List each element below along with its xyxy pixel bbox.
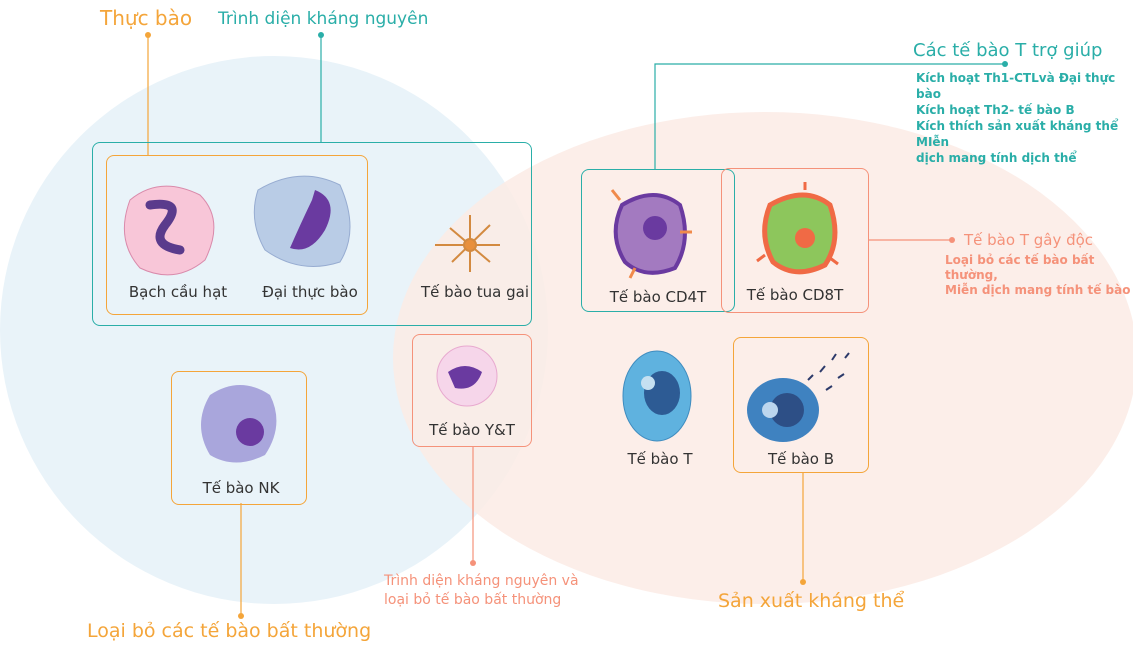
cd8t-label: Tế bào CD8T bbox=[746, 286, 844, 304]
cd4t-cell-icon bbox=[610, 189, 692, 279]
antibody-production-heading: Sản xuất kháng thể bbox=[718, 590, 905, 612]
cd8t-cell-box bbox=[721, 168, 869, 313]
t-cell-icon bbox=[622, 350, 692, 442]
b-cell-icon bbox=[747, 352, 850, 442]
phagocytosis-group bbox=[106, 155, 368, 315]
yt-label: Tế bào Y&T bbox=[429, 421, 515, 439]
antigen-presentation-group bbox=[92, 142, 532, 326]
antigen-eliminate-heading: Trình diện kháng nguyên và loại bỏ tế bà… bbox=[384, 573, 579, 608]
macrophage-label: Đại thực bào bbox=[262, 283, 358, 301]
nk-label: Tế bào NK bbox=[202, 479, 280, 497]
innate-immunity-circle bbox=[0, 56, 548, 604]
cytotoxic-t-heading: Tế bào T gây độc bbox=[964, 231, 1094, 249]
granulocyte-label: Bạch cầu hạt bbox=[128, 283, 228, 301]
cytotoxic-t-description: Loại bỏ các tế bào bất thường, Miễn dịch… bbox=[945, 253, 1131, 297]
yt-cell-box bbox=[412, 334, 532, 447]
b-cell-box bbox=[733, 337, 869, 473]
dendritic-label: Tế bào tua gai bbox=[420, 283, 530, 301]
nk-cell-box bbox=[171, 371, 307, 505]
nk-cell-icon bbox=[201, 385, 277, 463]
t-label: Tế bào T bbox=[627, 450, 693, 468]
yt-cell-icon bbox=[436, 345, 498, 407]
adaptive-immunity-circle bbox=[393, 112, 1133, 604]
eliminate-abnormal-heading: Loại bỏ các tế bào bất thường bbox=[87, 620, 372, 642]
phagocytosis-heading: Thực bào bbox=[100, 6, 193, 30]
cd4t-cell-box bbox=[581, 169, 735, 312]
dendritic-cell-icon bbox=[435, 215, 500, 272]
macrophage-icon bbox=[253, 175, 351, 267]
helper-t-description: Kích hoạt Th1-CTLvà Đại thực bào Kích ho… bbox=[916, 71, 1119, 165]
b-label: Tế bào B bbox=[767, 450, 835, 468]
helper-t-heading: Các tế bào T trợ giúp bbox=[913, 40, 1103, 61]
cd8t-cell-icon bbox=[756, 182, 839, 275]
granulocyte-icon bbox=[123, 185, 215, 276]
antigen-presentation-heading: Trình diện kháng nguyên bbox=[218, 9, 429, 29]
cd4t-label: Tế bào CD4T bbox=[609, 288, 707, 306]
